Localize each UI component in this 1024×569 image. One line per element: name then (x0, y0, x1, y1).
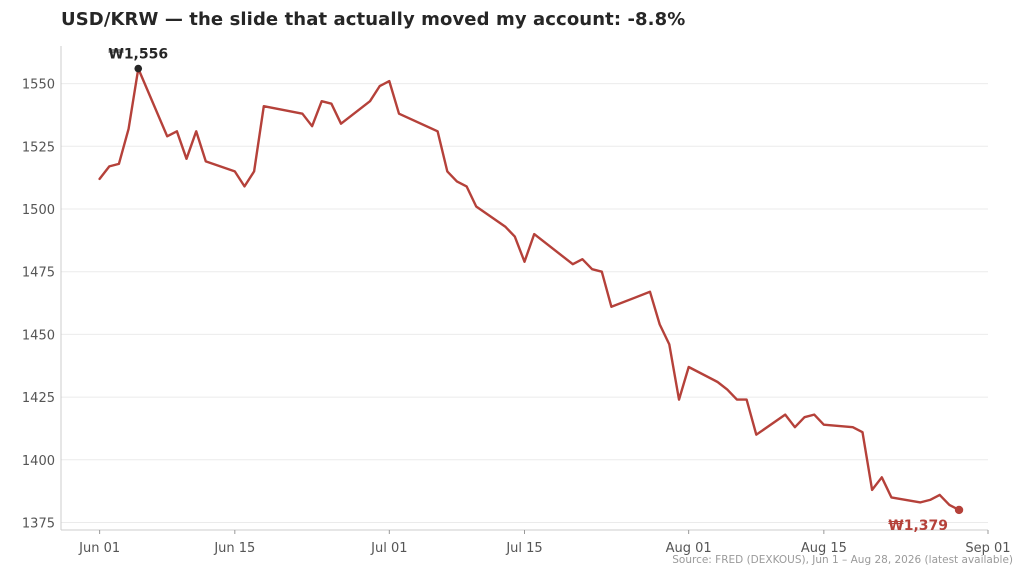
x-tick-label-sep-01: Sep 01 (965, 541, 1010, 556)
y-tick-label-1550: 1550 (22, 78, 55, 93)
axes: 1375 1400 1425 1450 1475 1500 1525 1550 Jun 01 Ju… (22, 46, 1011, 556)
series-line-0 (98, 67, 961, 512)
y-tick-label-1500: 1500 (22, 203, 55, 218)
x-tick-label-jun-15: Jun 15 (213, 541, 255, 556)
x-tick-label-aug-01: Aug 01 (666, 541, 712, 556)
gridlines (61, 83, 988, 523)
x-tick-label-jul-15: Jul 15 (505, 541, 542, 556)
y-tick-label-1525: 1525 (22, 140, 55, 155)
y-tick-label-1475: 1475 (22, 266, 55, 281)
peak-label: ₩1,556 (108, 47, 168, 63)
y-tick-label-1450: 1450 (22, 328, 55, 343)
annotations: ₩1,556 ₩1,379 (108, 47, 964, 534)
x-tick-label-jun-01: Jun 01 (78, 541, 120, 556)
y-tick-label-1425: 1425 (22, 391, 55, 406)
x-tick-label-jul-01: Jul 01 (370, 541, 407, 556)
end-marker (954, 505, 964, 515)
series-layer (98, 67, 961, 512)
x-tick-label-aug-15: Aug 15 (801, 541, 847, 556)
y-tick-label-1375: 1375 (22, 516, 55, 531)
source-note: Source: FRED (DEXKOUS), Jun 1 – Aug 28, … (672, 554, 1013, 566)
chart-title: USD/KRW — the slide that actually moved … (61, 9, 686, 30)
end-label: ₩1,379 (888, 518, 948, 534)
peak-marker (134, 64, 143, 73)
y-tick-label-1400: 1400 (22, 454, 55, 469)
